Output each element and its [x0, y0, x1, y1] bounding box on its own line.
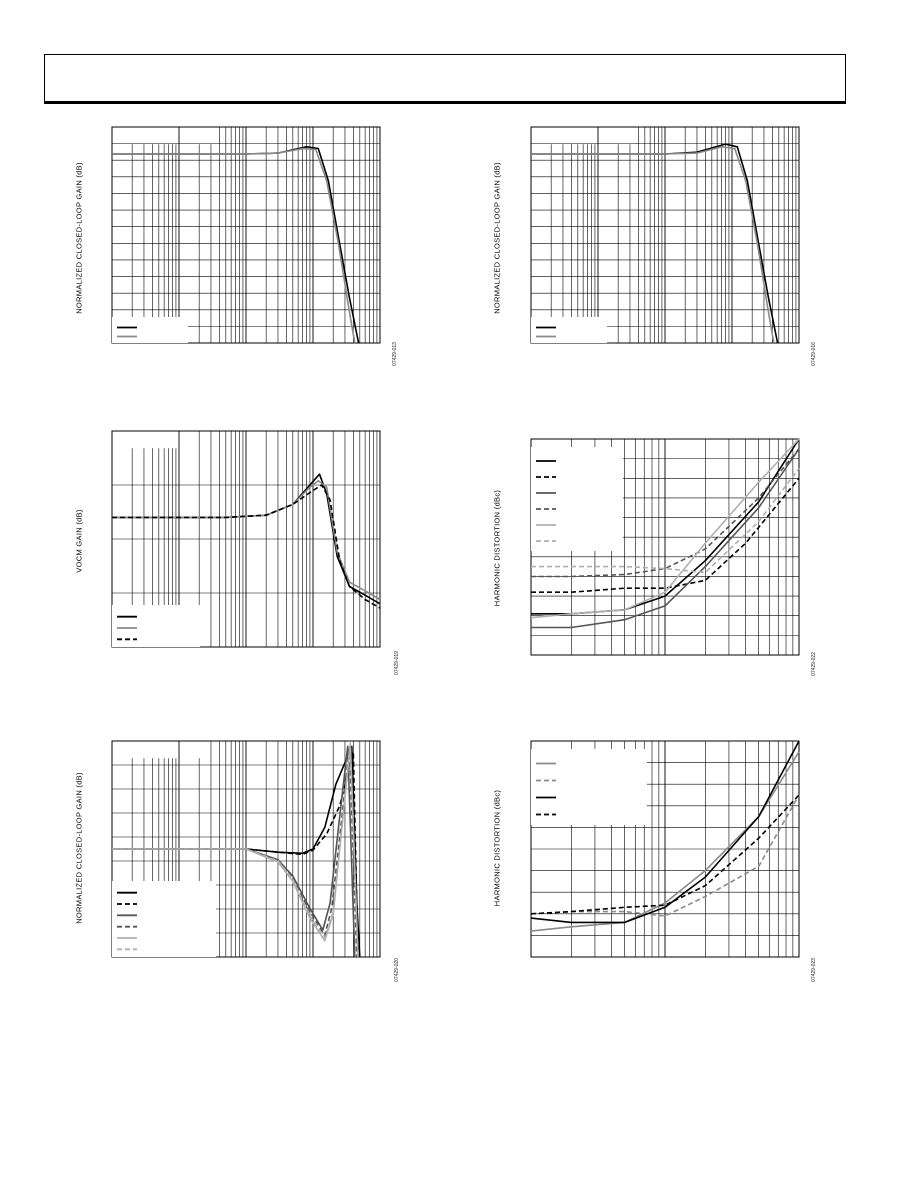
chart6-fig-number: 07429-023 [811, 958, 817, 982]
chart-legend [531, 447, 623, 551]
chart-legend [112, 317, 188, 343]
series-line-2 [531, 145, 775, 344]
chart3-ylabel: VOCM GAIN (dB) [74, 509, 84, 573]
chart2-fig-number: 07429-016 [811, 342, 817, 366]
chart1-fig-number: 07429-013 [392, 342, 398, 366]
series-line-5 [530, 438, 800, 619]
chart4-plot [530, 438, 800, 656]
chart3-plot [111, 430, 381, 648]
series-line-6 [112, 744, 359, 958]
chart2-ylabel: NORMALIZED CLOSED-LOOP GAIN (dB) [492, 162, 502, 314]
chart-series-group [531, 143, 779, 344]
series-line-3 [530, 740, 800, 924]
chart-series-group [530, 740, 800, 932]
chart1-ylabel: NORMALIZED CLOSED-LOOP GAIN (dB) [74, 162, 84, 314]
chart-grid [112, 431, 380, 647]
legend-box [112, 881, 216, 957]
chart4-ylabel: HARMONIC DISTORTION (dBc) [492, 489, 502, 607]
legend-box [531, 447, 623, 551]
series-line-2 [531, 477, 800, 593]
series-line-3 [112, 484, 381, 609]
chart2-plot [530, 126, 800, 344]
chart-grid [531, 127, 799, 343]
chart-series-group [530, 438, 800, 629]
chart6-plot [530, 740, 800, 958]
header-box [44, 54, 846, 102]
series-line-3 [531, 448, 800, 629]
legend-box [112, 605, 200, 647]
header-rule [44, 102, 846, 104]
chart4-fig-number: 07429-022 [811, 652, 817, 676]
chart5-fig-number: 07429-020 [394, 958, 400, 982]
series-line-4 [112, 745, 358, 958]
chart6-ylabel: HARMONIC DISTORTION (dBc) [492, 789, 502, 907]
legend-box [531, 749, 647, 825]
chart-series-group [112, 742, 361, 958]
chart1-plot [111, 126, 381, 344]
chart-legend [531, 317, 607, 343]
chart-legend [531, 749, 647, 825]
chart-series-group [112, 145, 360, 344]
chart3-fig-number: 07429-019 [394, 651, 400, 675]
legend-box [112, 317, 188, 343]
chart-legend [112, 605, 200, 647]
legend-box [531, 317, 607, 343]
chart-legend [112, 881, 216, 957]
series-line-4 [530, 794, 800, 915]
chart5-ylabel: NORMALIZED CLOSED-LOOP GAIN (dB) [74, 772, 84, 924]
series-line-6 [531, 468, 800, 574]
chart-series-group [112, 473, 381, 609]
series-line-2 [112, 147, 356, 344]
chart5-plot [111, 740, 381, 958]
series-line-4 [531, 448, 800, 578]
series-line-3 [112, 745, 356, 958]
